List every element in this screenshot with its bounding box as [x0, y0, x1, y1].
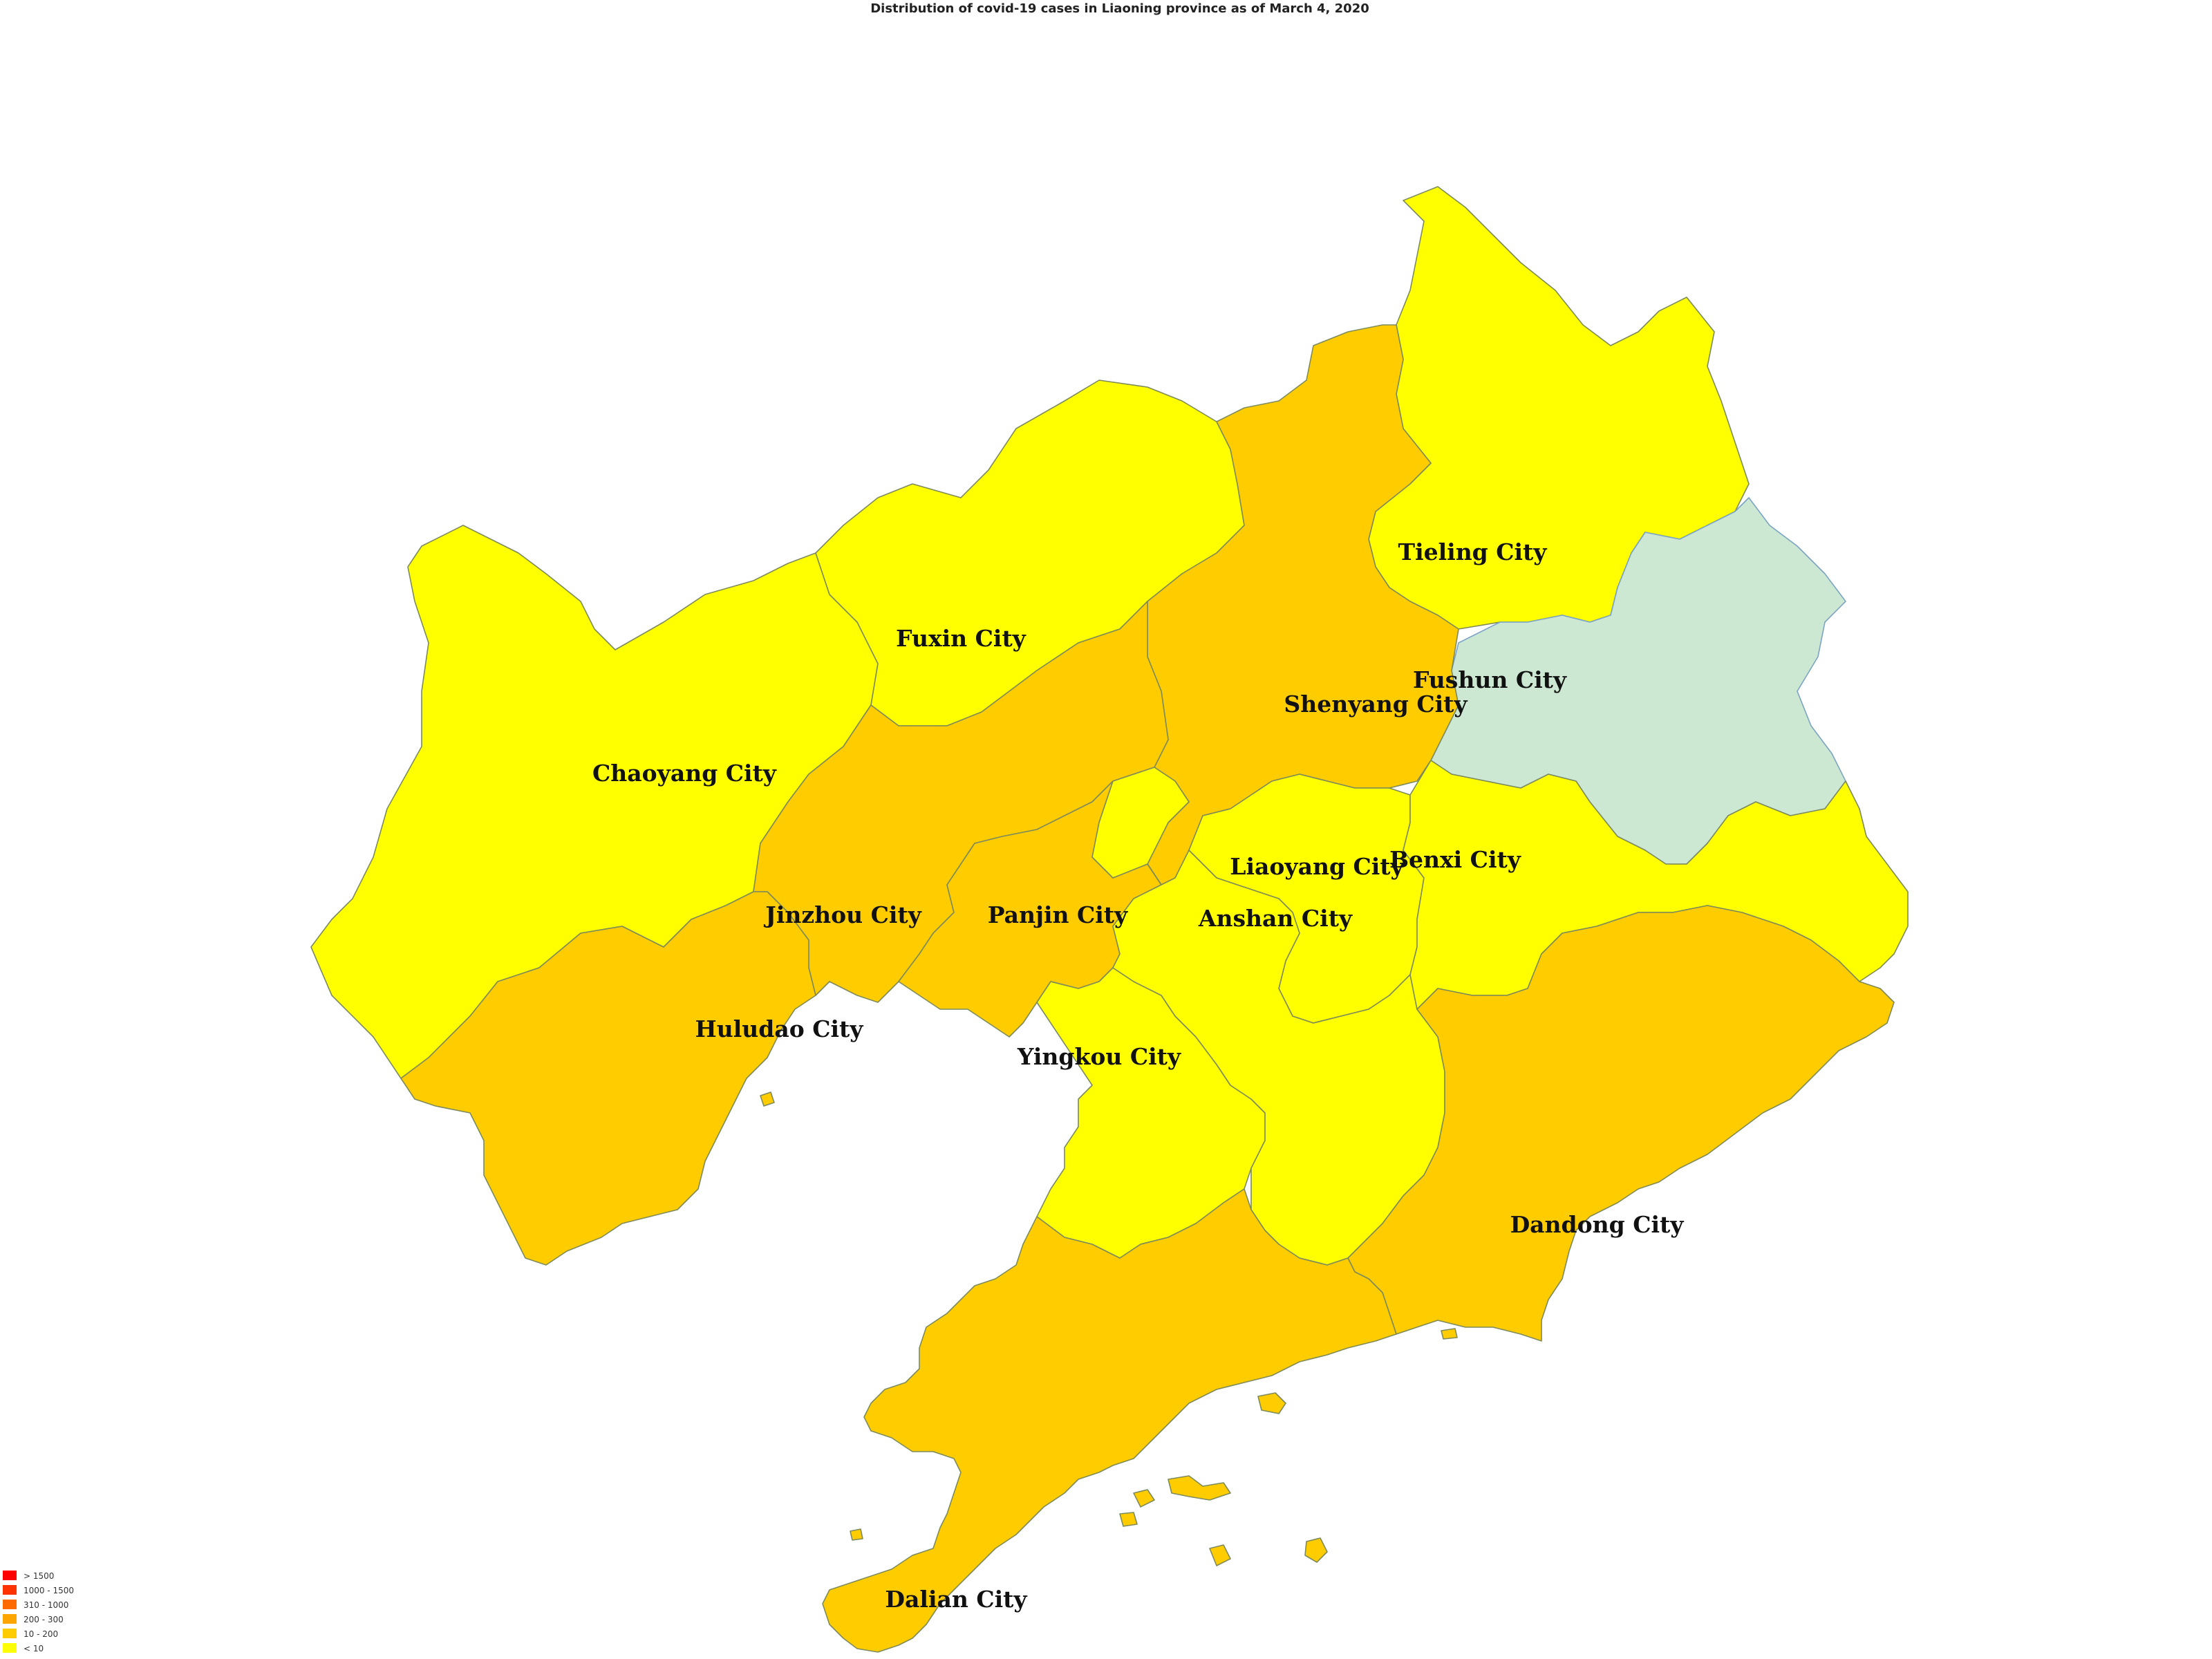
legend-swatch-200-300: [3, 1614, 17, 1624]
legend-label-310-1000: 310 - 1000: [24, 1600, 68, 1610]
legend: > 1500 1000 - 1500 310 - 1000 200 - 300 …: [3, 1571, 74, 1653]
legend-swatch-lt10: [3, 1643, 17, 1653]
island: [1441, 1328, 1458, 1340]
island: [1133, 1489, 1155, 1508]
city-label-dandong: Dandong City: [1510, 1211, 1685, 1238]
city-label-anshan: Anshan City: [1198, 905, 1353, 932]
legend-swatch-1000-1500: [3, 1585, 17, 1595]
legend-swatch-gt1500: [3, 1571, 17, 1580]
legend-label-10-200: 10 - 200: [24, 1629, 58, 1639]
legend-swatch-10-200: [3, 1629, 17, 1638]
legend-label-1000-1500: 1000 - 1500: [24, 1586, 74, 1595]
island: [850, 1528, 863, 1541]
island: [1168, 1475, 1231, 1501]
legend-label-gt1500: > 1500: [24, 1571, 54, 1581]
island: [1257, 1392, 1286, 1414]
city-label-fuxin: Fuxin City: [896, 625, 1027, 652]
city-label-tieling: Tieling City: [1398, 538, 1548, 565]
city-label-huludao: Huludao City: [695, 1015, 864, 1042]
city-label-benxi: Benxi City: [1389, 846, 1521, 873]
island: [760, 1091, 775, 1107]
city-label-panjin: Panjin City: [988, 901, 1128, 928]
island: [1304, 1537, 1328, 1563]
legend-label-lt10: < 10: [24, 1644, 44, 1653]
map-title: Distribution of covid-19 cases in Liaoni…: [870, 1, 1369, 16]
legend-swatch-310-1000: [3, 1600, 17, 1609]
city-label-yingkou: Yingkou City: [1017, 1043, 1181, 1070]
islands-layer: [760, 1091, 1458, 1566]
city-label-chaoyang: Chaoyang City: [592, 760, 777, 787]
region-huludao[interactable]: [400, 891, 816, 1266]
city-label-shenyang: Shenyang City: [1284, 691, 1468, 718]
city-label-dalian: Dalian City: [885, 1586, 1027, 1613]
regions-layer: [310, 186, 1909, 1653]
city-label-fushun: Fushun City: [1413, 666, 1567, 693]
island: [1209, 1544, 1231, 1566]
region-dalian[interactable]: [822, 1188, 1397, 1653]
city-label-liaoyang: Liaoyang City: [1230, 853, 1404, 880]
island: [1119, 1512, 1138, 1527]
legend-label-200-300: 200 - 300: [24, 1615, 64, 1624]
city-label-jinzhou: Jinzhou City: [763, 901, 921, 928]
labels-layer: Tieling City Fuxin City Chaoyang City Fu…: [592, 538, 1684, 1613]
